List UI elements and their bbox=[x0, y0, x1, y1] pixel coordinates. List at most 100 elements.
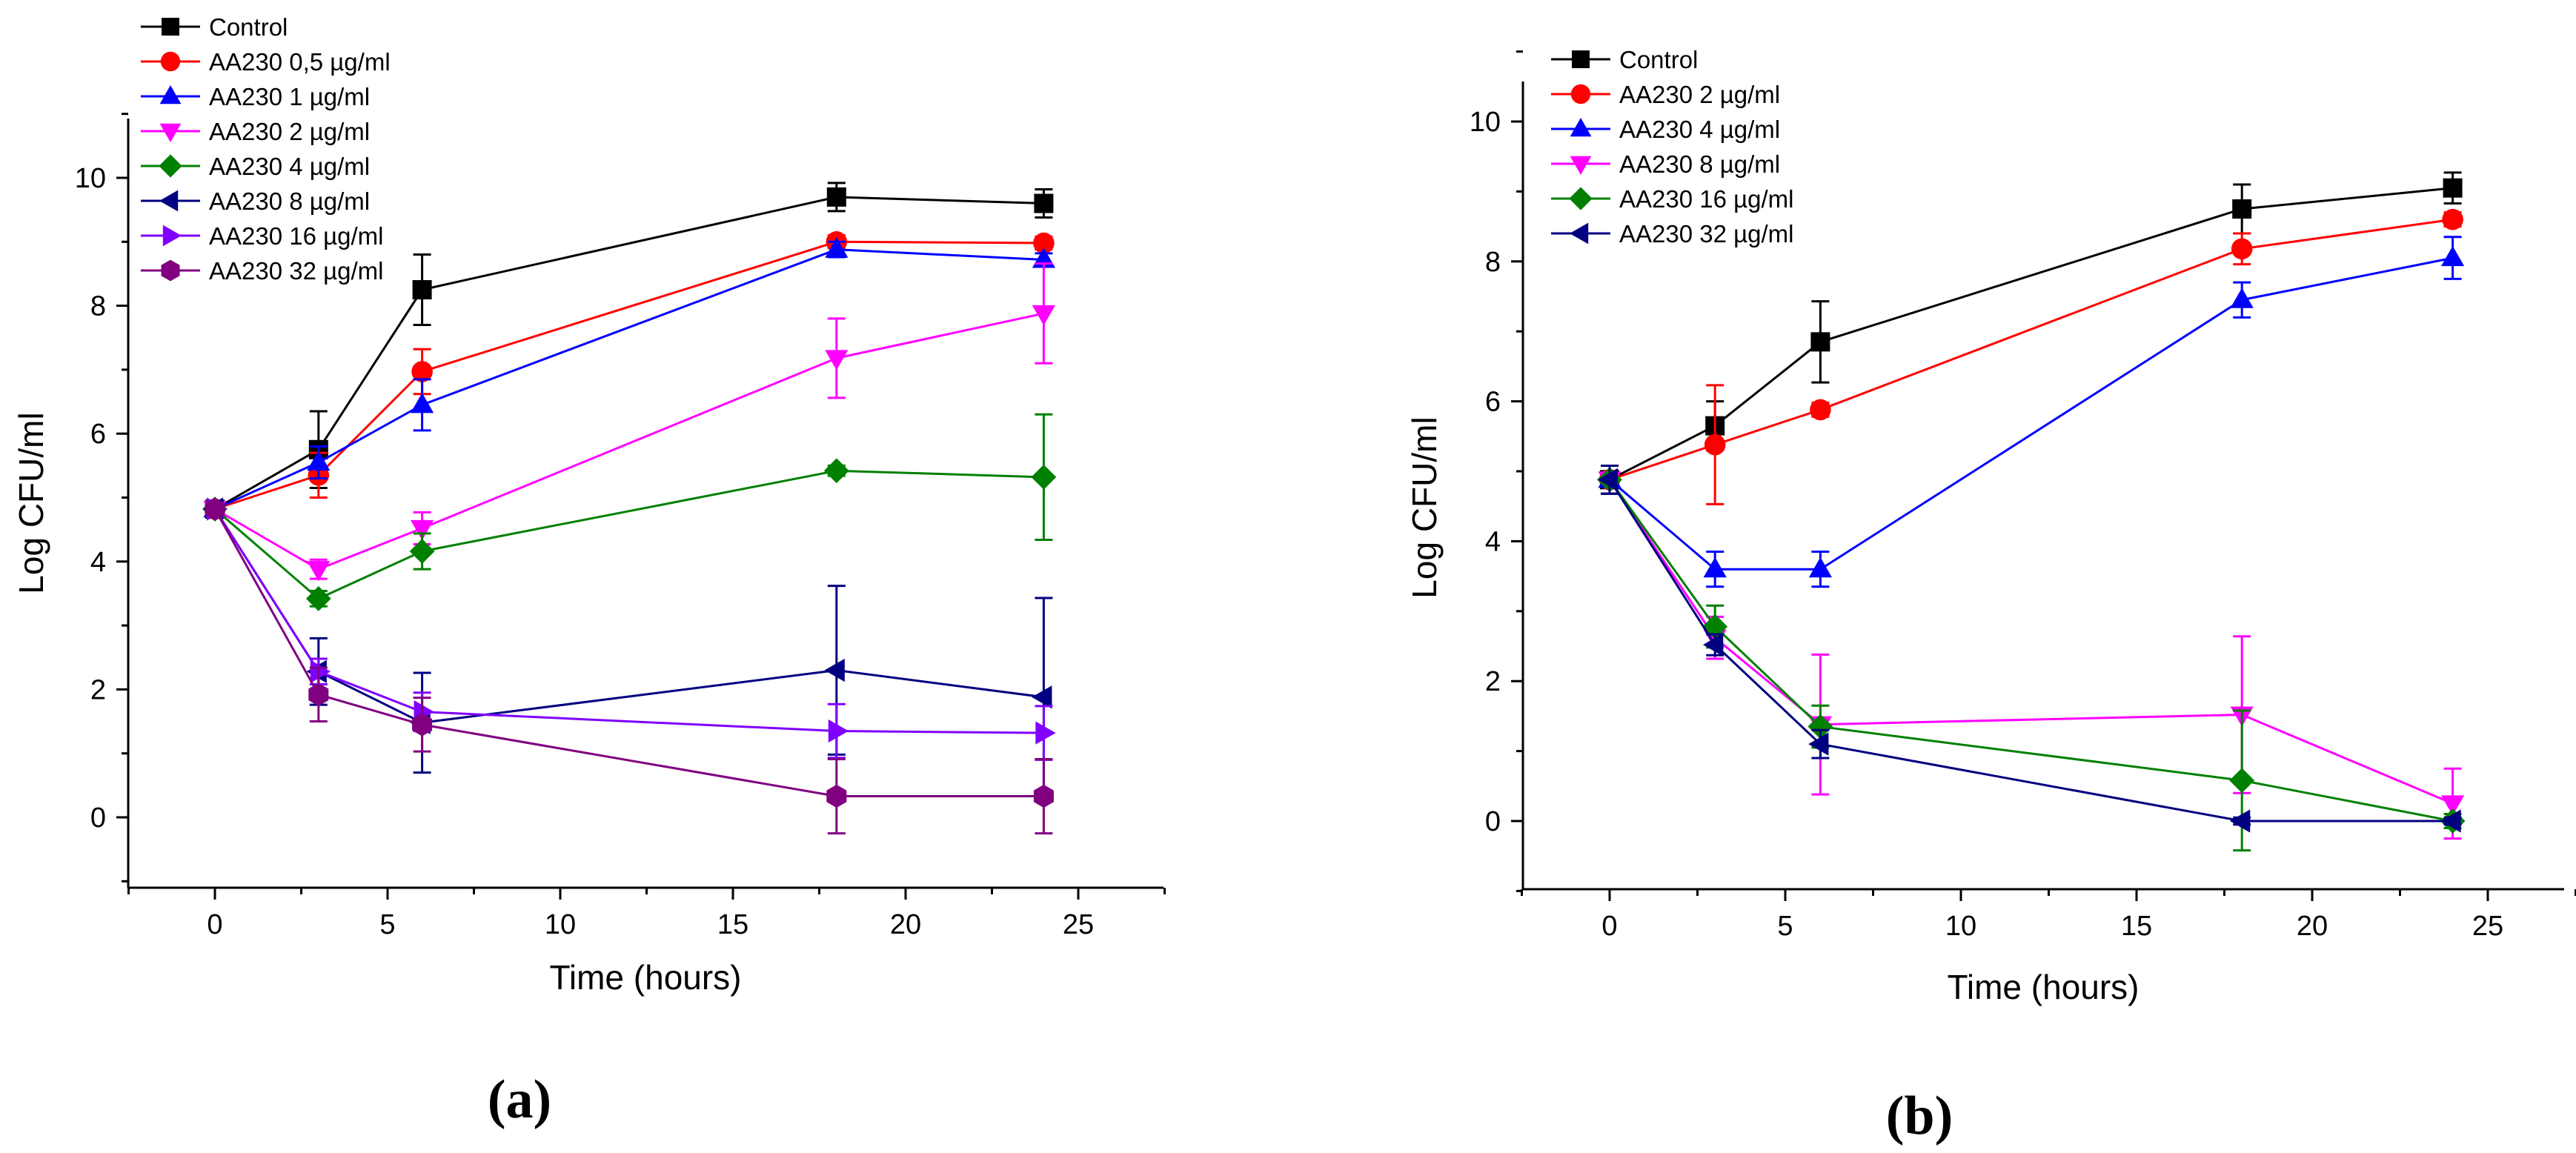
y-axis: 0 2 4 6 8 10 bbox=[1470, 50, 1524, 892]
legend-marker bbox=[162, 18, 179, 36]
data-point bbox=[1033, 232, 1055, 254]
series-line bbox=[1608, 479, 2453, 823]
y-tick-label: 6 bbox=[1485, 387, 1501, 418]
data-point bbox=[825, 237, 849, 258]
panel-label-b: (b) bbox=[1886, 1086, 1953, 1146]
y-tick-label: 10 bbox=[75, 163, 106, 194]
series-group bbox=[1597, 171, 2466, 852]
legend-label: Control bbox=[1619, 46, 1698, 73]
y-axis-title: Log CFU/ml bbox=[12, 412, 50, 594]
legend-marker bbox=[159, 154, 182, 178]
panel-label-a: (a) bbox=[488, 1069, 551, 1130]
legend-label: Control bbox=[209, 13, 288, 41]
x-tick-label: 10 bbox=[545, 909, 576, 940]
x-axis-title: Time (hours) bbox=[1948, 968, 2140, 1006]
legend-marker bbox=[1570, 118, 1592, 137]
legend-marker bbox=[159, 123, 182, 142]
series-aa230-2-ug-ml bbox=[1599, 208, 2463, 505]
y-tick-label: 2 bbox=[90, 674, 106, 705]
legend-item: AA230 0,5 µg/ml bbox=[141, 48, 391, 76]
data-point bbox=[1702, 633, 1724, 657]
legend-item: AA230 16 µg/ml bbox=[1551, 185, 1793, 213]
legend-item: AA230 32 µg/ml bbox=[141, 257, 383, 285]
series-aa230-4-ug-ml bbox=[202, 413, 1057, 611]
series-aa230-8-ug-ml bbox=[202, 497, 1053, 798]
legend-label: AA230 32 µg/ml bbox=[209, 257, 383, 285]
data-point bbox=[2229, 768, 2255, 794]
x-axis-title: Time (hours) bbox=[550, 958, 742, 997]
series-group bbox=[202, 182, 1057, 835]
data-point bbox=[1035, 721, 1056, 745]
data-point bbox=[826, 187, 846, 207]
data-point bbox=[2443, 178, 2463, 198]
x-tick-label: 15 bbox=[2121, 911, 2152, 942]
legend-marker bbox=[1569, 187, 1593, 210]
legend-item: AA230 4 µg/ml bbox=[141, 153, 370, 180]
legend-marker bbox=[159, 190, 179, 212]
y-axis-title: Log CFU/ml bbox=[1405, 416, 1444, 598]
legend-marker bbox=[1570, 156, 1592, 175]
data-point bbox=[307, 561, 331, 582]
data-point bbox=[824, 658, 845, 682]
legend-marker bbox=[1572, 50, 1590, 68]
x-axis: 0 5 10 15 20 25 bbox=[1521, 888, 2576, 942]
legend-marker bbox=[162, 225, 182, 247]
data-point bbox=[1032, 305, 1055, 326]
series-line bbox=[213, 508, 1044, 797]
data-point bbox=[205, 497, 225, 521]
legend-item: AA230 8 µg/ml bbox=[1551, 150, 1780, 178]
data-point bbox=[1034, 193, 1054, 213]
legend-label: AA230 16 µg/ml bbox=[1619, 185, 1793, 213]
legend-label: AA230 16 µg/ml bbox=[209, 222, 383, 250]
legend: Control AA230 2 µg/ml AA230 4 µg/ml AA230 8… bbox=[1551, 46, 1793, 247]
legend-marker bbox=[160, 51, 181, 72]
legend-label: AA230 2 µg/ml bbox=[209, 118, 370, 145]
series-aa230-2-ug-ml bbox=[203, 262, 1055, 582]
x-tick-label: 0 bbox=[207, 909, 222, 940]
y-tick-label: 8 bbox=[1485, 247, 1501, 278]
y-tick-label: 2 bbox=[1485, 666, 1501, 697]
data-point bbox=[2441, 795, 2465, 816]
legend-label: AA230 8 µg/ml bbox=[209, 187, 370, 215]
series-line bbox=[1609, 218, 2453, 481]
legend-label: AA230 1 µg/ml bbox=[209, 83, 370, 110]
legend-marker bbox=[159, 85, 182, 104]
series-aa230-16-ug-ml bbox=[1597, 464, 2466, 852]
data-point bbox=[411, 361, 433, 382]
legend-item: AA230 2 µg/ml bbox=[1551, 81, 1780, 108]
y-tick-label: 6 bbox=[90, 419, 106, 450]
data-point bbox=[1033, 784, 1054, 808]
chart-panel-b: 0 2 4 6 8 10 0 5 10 15 20 25 Log CFU/ml Time (hour… bbox=[1405, 46, 2576, 1146]
data-point bbox=[1808, 732, 1829, 756]
data-point bbox=[310, 659, 331, 683]
data-point bbox=[2440, 809, 2461, 833]
x-tick-label: 5 bbox=[1777, 911, 1793, 942]
data-point bbox=[1810, 399, 1831, 421]
series-line bbox=[214, 469, 1044, 600]
data-point bbox=[826, 784, 847, 808]
data-point bbox=[2230, 288, 2254, 308]
series-aa230-32-ug-ml bbox=[1597, 464, 2462, 833]
data-point bbox=[307, 450, 331, 471]
chart-panel-a: 0 2 4 6 8 10 0 5 10 15 20 25 Log CFU/ml Time (hour… bbox=[12, 13, 1166, 1130]
series-aa230-32-ug-ml bbox=[205, 497, 1054, 835]
series-line bbox=[213, 508, 1044, 734]
legend-label: AA230 0,5 µg/ml bbox=[209, 48, 391, 76]
data-point bbox=[411, 393, 434, 413]
y-tick-label: 8 bbox=[90, 291, 106, 322]
data-point bbox=[1031, 464, 1057, 490]
legend-label: AA230 32 µg/ml bbox=[1619, 220, 1793, 247]
data-point bbox=[1032, 685, 1052, 709]
x-tick-label: 20 bbox=[890, 909, 921, 940]
series-line bbox=[214, 248, 1044, 511]
x-tick-label: 25 bbox=[2472, 911, 2503, 942]
legend-label: AA230 2 µg/ml bbox=[1619, 81, 1780, 108]
x-tick-label: 5 bbox=[379, 909, 395, 940]
legend-label: AA230 4 µg/ml bbox=[1619, 116, 1780, 143]
legend-item: AA230 1 µg/ml bbox=[141, 83, 370, 110]
series-aa230-4-ug-ml bbox=[1598, 236, 2465, 588]
legend-label: AA230 4 µg/ml bbox=[209, 153, 370, 180]
series-line bbox=[213, 508, 1044, 724]
series-aa230-16-ug-ml bbox=[206, 497, 1056, 761]
